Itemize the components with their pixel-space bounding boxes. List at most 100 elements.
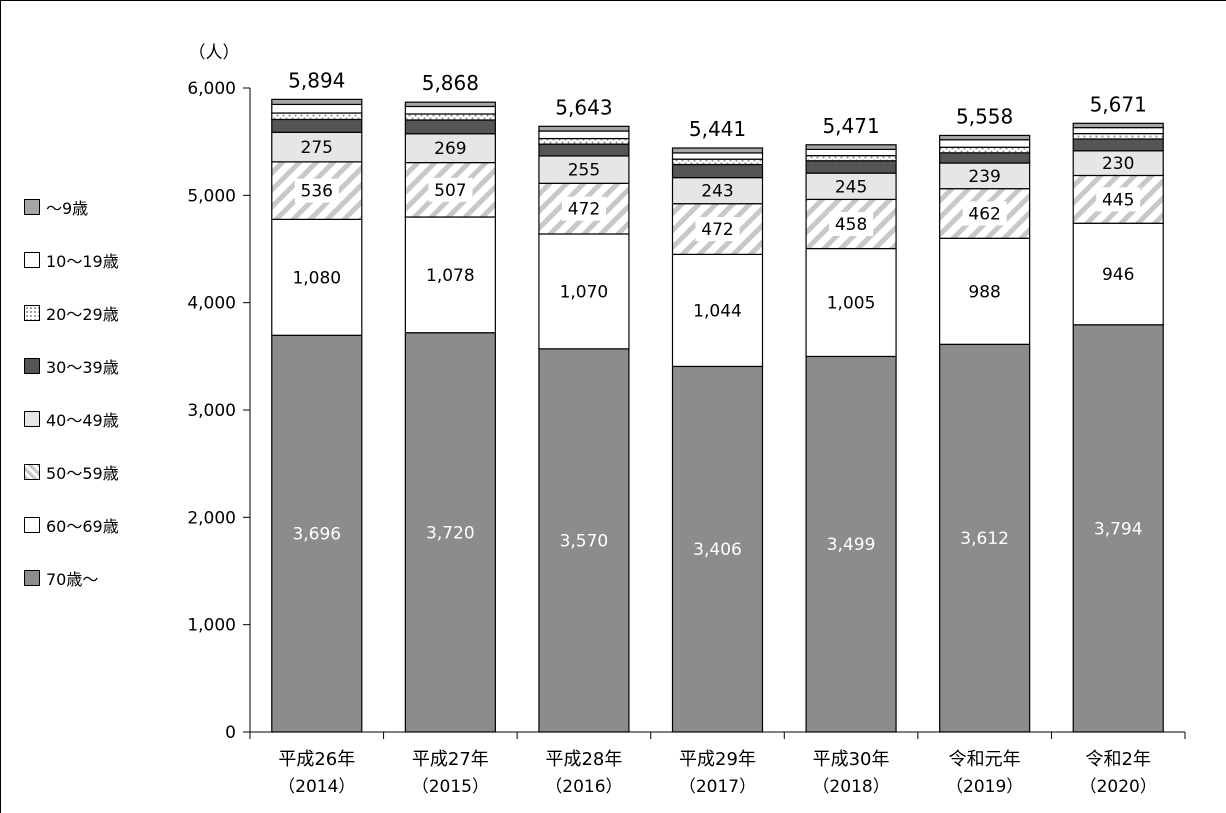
data-label: 245: [835, 177, 867, 197]
data-label-bg: [829, 211, 874, 236]
data-label-bg: [962, 201, 1007, 226]
y-tick-label: 5,000: [187, 186, 236, 206]
data-label: 462: [968, 204, 1000, 224]
y-unit-label: （人）: [189, 43, 240, 63]
total-label: 5,643: [555, 95, 612, 119]
legend-label: 20～29歳: [46, 305, 119, 324]
legend-swatch: [24, 411, 40, 427]
bar-segment: [271, 98, 363, 106]
legend-item: ～9歳: [24, 196, 88, 218]
bar-segment: [939, 139, 1031, 148]
data-label: 255: [568, 161, 600, 181]
bar-segment: [404, 133, 496, 164]
bar-segment: [271, 112, 363, 121]
legend-swatch: [24, 517, 40, 533]
legend-swatch: [24, 199, 40, 215]
bar-segment: [1072, 122, 1164, 129]
data-label-bg: [428, 177, 473, 202]
bar-segment: [805, 355, 897, 733]
x-tick-label: 平成27年: [412, 749, 489, 770]
x-tick-label-year: （2018）: [812, 777, 889, 797]
bar-segment: [1072, 138, 1164, 152]
data-label: 3,696: [292, 525, 341, 545]
legend-item: 20～29歳: [24, 302, 119, 324]
bar-segment: [671, 152, 764, 160]
x-tick-label-year: （2019）: [946, 777, 1023, 797]
data-label: 243: [701, 182, 733, 202]
legend-label: 40～49歳: [46, 411, 119, 430]
x-tick-label-year: （2015）: [412, 777, 489, 797]
bar-segment: [671, 253, 764, 368]
bar-segment: [671, 158, 764, 166]
data-label: 269: [434, 139, 466, 159]
bar-segment: [805, 155, 897, 162]
bar-segment: [805, 172, 897, 201]
legend-item: 50～59歳: [24, 461, 119, 483]
bar-segment: [805, 148, 897, 157]
bar-segment: [939, 146, 1031, 154]
bar-segment: [404, 332, 496, 733]
legend-item: 70歳～: [24, 567, 98, 589]
data-label: 1,078: [426, 266, 475, 286]
legend-swatch: [24, 464, 40, 480]
legend-label: 70歳～: [46, 570, 99, 589]
legend-swatch: [24, 570, 40, 586]
bar-segment: [538, 348, 630, 733]
legend-label: ～9歳: [46, 199, 89, 218]
data-label: 1,080: [292, 268, 341, 288]
bar-segment: [939, 152, 1031, 164]
bar-segment: [271, 131, 363, 163]
total-label: 5,441: [689, 117, 746, 141]
data-label: 445: [1102, 190, 1134, 210]
bar-segment: [671, 177, 764, 205]
legend-item: 10～19歳: [24, 249, 119, 271]
legend-swatch: [24, 252, 40, 268]
total-label: 5,471: [822, 114, 879, 138]
bar-segment: [671, 147, 764, 154]
data-label: 3,499: [827, 535, 876, 555]
y-tick-label: 6,000: [187, 79, 236, 99]
y-tick-label: 4,000: [187, 294, 236, 314]
bar-segment: [805, 160, 897, 174]
bar-segment: [271, 118, 363, 133]
x-tick-label-year: （2017）: [679, 777, 756, 797]
bar-segment: [1072, 127, 1164, 135]
data-label-bg: [294, 178, 339, 203]
bar-segment: [538, 125, 630, 132]
data-label: 3,720: [426, 523, 475, 543]
data-label: 458: [835, 215, 867, 235]
data-label: 1,005: [827, 294, 876, 314]
bar-segment: [1072, 222, 1164, 326]
total-label: 5,894: [288, 68, 345, 92]
bar-segment: [538, 130, 630, 140]
x-tick-label: 平成28年: [545, 749, 622, 770]
data-label: 988: [968, 282, 1000, 302]
legend-label: 30～39歳: [46, 358, 119, 377]
bar-segment: [1072, 133, 1164, 140]
legend-item: 40～49歳: [24, 408, 119, 430]
data-label-bg: [561, 196, 606, 221]
bar-segment: [1072, 150, 1164, 177]
data-label: 3,612: [960, 529, 1009, 549]
legend-item: 60～69歳: [24, 514, 119, 536]
data-label: 275: [301, 138, 333, 158]
bar-segment: [404, 101, 496, 108]
data-label: 472: [568, 200, 600, 220]
bar-segment: [404, 113, 496, 121]
bar-segment: [805, 247, 897, 358]
data-labels: 3,696 1,080 536 275 5,894 3,720 1,078 507 269 5,8…: [288, 68, 1147, 560]
data-label: 3,794: [1094, 519, 1143, 539]
legend-label: 60～69歳: [46, 517, 119, 536]
legend-label: 10～19歳: [46, 252, 119, 271]
data-label: 472: [701, 220, 733, 240]
bar-segment: [538, 233, 630, 350]
y-tick-label: 3,000: [187, 401, 236, 421]
data-label: 230: [1102, 154, 1134, 174]
bar-segment: [939, 134, 1031, 141]
bar-segment: [1072, 324, 1164, 733]
data-label: 1,044: [693, 301, 742, 321]
total-label: 5,558: [956, 104, 1013, 128]
total-label: 5,868: [422, 71, 479, 95]
